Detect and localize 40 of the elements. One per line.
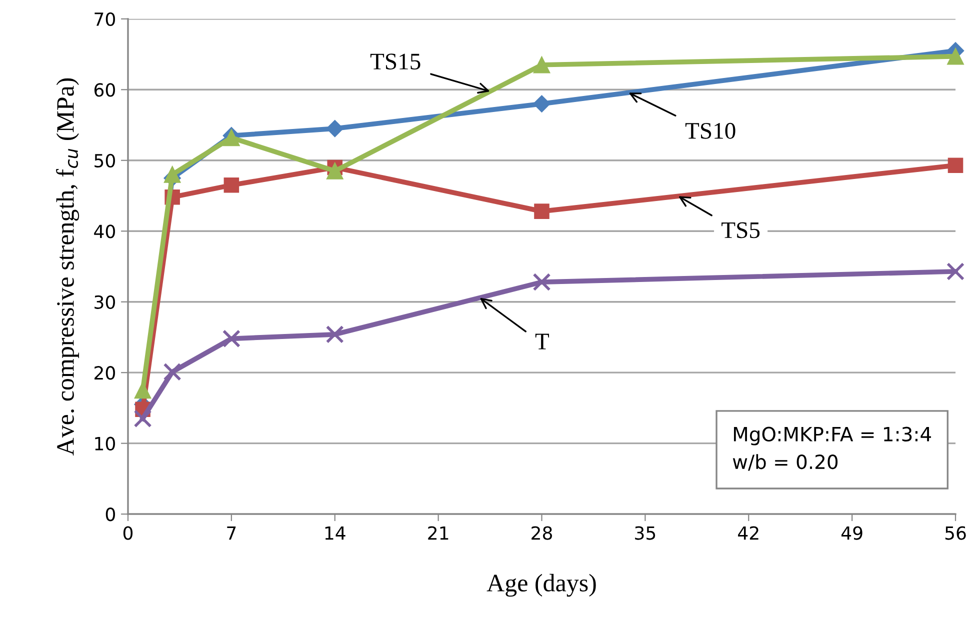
x-tick-label: 49 (841, 526, 862, 540)
point (947, 48, 964, 65)
series-label: TS10 (685, 122, 736, 139)
point (533, 56, 550, 74)
point (163, 362, 182, 381)
y-tick-label: 40 (94, 224, 115, 238)
y-tick-label: 0 (106, 508, 115, 522)
y-axis-title: Ave. compressive strength, f$_{cu}$ (MPa) (56, 78, 80, 456)
x-tick-label: 7 (227, 526, 236, 540)
point (134, 382, 152, 399)
x-tick-label: 35 (635, 526, 656, 540)
point (946, 262, 965, 280)
point (326, 120, 344, 138)
x-tick-label: 56 (945, 526, 966, 540)
y-tick-label: 70 (94, 12, 115, 26)
point (533, 95, 550, 112)
point (534, 204, 550, 219)
x-tick-label: 28 (532, 526, 552, 540)
y-tick-label: 30 (94, 295, 115, 309)
point (134, 410, 152, 428)
x-tick-label: 0 (123, 526, 133, 540)
point (164, 166, 181, 183)
point (948, 158, 964, 173)
point (326, 325, 344, 344)
y-tick-label: 10 (95, 436, 115, 450)
point (326, 162, 344, 180)
text: TS15 (370, 54, 420, 70)
x-tick-label: 21 (428, 526, 448, 540)
series-label: TS5 (722, 222, 760, 238)
annotation: MgO:MKP:FA = 1:3:4 w/b = 0.20 (732, 426, 932, 471)
y-tick-label: 20 (94, 366, 115, 380)
series-label: T (535, 334, 549, 350)
x-axis-title: Age (days) (486, 574, 596, 597)
y-tick-label: 50 (94, 154, 115, 168)
x-tick-label: 14 (325, 526, 346, 540)
y-tick-label: 60 (94, 83, 115, 97)
point (224, 178, 240, 193)
point (222, 330, 240, 348)
point (532, 273, 551, 292)
x-tick-label: 42 (738, 526, 758, 540)
